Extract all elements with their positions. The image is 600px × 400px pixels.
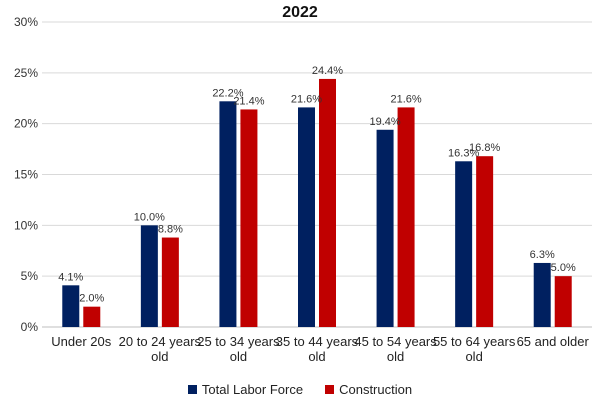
bar-construction (554, 276, 572, 327)
gridlines (42, 21, 592, 328)
legend-item-total-labor-force: Total Labor Force (187, 382, 304, 397)
y-tick-label: 15% (14, 168, 38, 182)
x-tick-label: 45 to 54 years old (354, 334, 437, 364)
bar-total-labor-force (376, 129, 394, 327)
y-tick-label: 30% (14, 15, 38, 29)
y-tick-label: 20% (14, 117, 38, 131)
x-tick-label: 20 to 24 years old (119, 334, 202, 364)
bar-total-labor-force (533, 262, 551, 327)
data-label: 22.2% (212, 87, 243, 99)
bars (62, 78, 572, 328)
legend: Total Labor Force Construction (0, 382, 600, 397)
bar-chart: 2022 0% 5% 10% 15% 20% 25% 30% 4.1% 2.0% 10.0%8.… (14, 4, 592, 364)
x-tick-label: 65 and older (517, 334, 590, 349)
x-tick-label: 35 to 44 years old (276, 334, 359, 364)
data-label: 4.1% (58, 271, 83, 283)
bar-total-labor-force (219, 101, 237, 327)
bar-total-labor-force (62, 285, 80, 327)
data-label: 16.3% (448, 147, 479, 159)
x-tick-label: 55 to 64 years old (433, 334, 516, 364)
data-label: 2.0% (79, 293, 104, 305)
legend-label-total-labor-force: Total Labor Force (201, 382, 304, 397)
data-labels: 4.1% 2.0% 10.0%8.8% 22.2%21.4% 21.6% 24.4% 19.… (58, 65, 576, 305)
data-label: 16.8% (469, 142, 500, 154)
data-label: 24.4% (312, 65, 343, 77)
data-label: 6.3% (530, 249, 555, 261)
y-tick-label: 10% (14, 218, 38, 232)
legend-item-construction: Construction (325, 382, 412, 397)
legend-swatch-construction (325, 385, 335, 394)
legend-label-construction: Construction (339, 382, 413, 397)
data-label: 19.4% (369, 116, 400, 128)
x-tick-label: 25 to 34 years old (197, 334, 280, 364)
x-tick-label: Under 20s (51, 334, 111, 349)
bar-construction (161, 237, 179, 327)
bar-construction (476, 156, 494, 327)
legend-swatch-total-labor-force (187, 385, 197, 394)
y-tick-label: 0% (21, 320, 39, 334)
data-label: 21.4% (233, 95, 264, 107)
bar-total-labor-force (455, 161, 473, 327)
data-label: 8.8% (158, 224, 183, 236)
bar-construction (83, 306, 101, 327)
bar-construction (240, 109, 258, 327)
bar-construction (397, 107, 415, 328)
chart-title: 2022 (282, 4, 318, 21)
bar-total-labor-force (298, 107, 315, 328)
data-label: 21.6% (291, 93, 322, 105)
y-axis-ticks: 0% 5% 10% 15% 20% 25% 30% (14, 15, 38, 334)
y-tick-label: 25% (14, 66, 38, 80)
bar-total-labor-force (140, 225, 158, 327)
data-label: 21.6% (390, 93, 421, 105)
bar-construction (319, 78, 336, 327)
data-label: 5.0% (551, 262, 576, 274)
y-tick-label: 5% (21, 269, 39, 283)
data-label: 10.0% (134, 211, 165, 223)
